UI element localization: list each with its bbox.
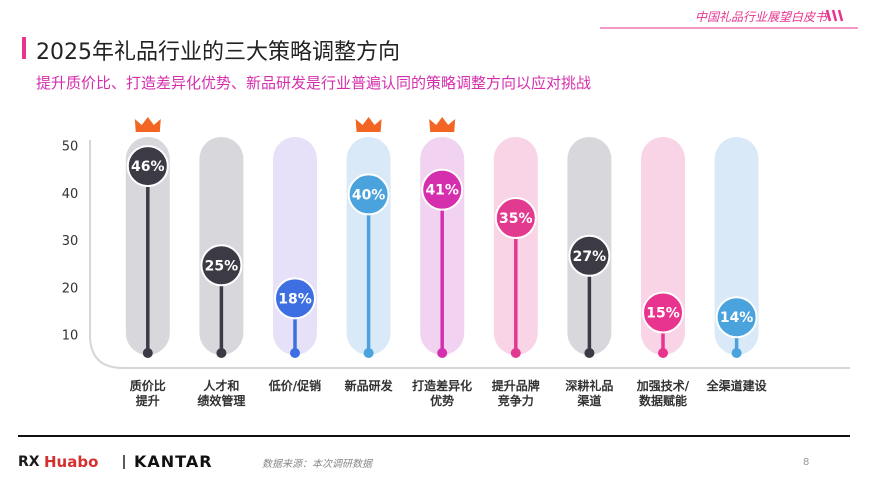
value-label: 27% bbox=[573, 249, 607, 265]
value-dot bbox=[421, 168, 464, 211]
y-tick-label: 20 bbox=[62, 281, 79, 296]
svg-text:RX: RX bbox=[18, 454, 40, 470]
base-dot bbox=[290, 348, 300, 358]
title-accent bbox=[22, 37, 26, 59]
value-label: 18% bbox=[278, 291, 312, 307]
value-dot bbox=[642, 291, 684, 334]
value-dot bbox=[494, 197, 537, 240]
value-dot bbox=[568, 234, 611, 277]
value-label: 35% bbox=[499, 211, 533, 227]
x-tick-label: 低价/促销 bbox=[268, 379, 322, 393]
brand-logo: RX bbox=[18, 454, 40, 470]
x-tick-label: 人才和 绩效管理 bbox=[197, 379, 246, 408]
x-tick-label: 全渠道建设 bbox=[706, 379, 767, 393]
base-dot bbox=[658, 348, 668, 358]
y-tick-label: 40 bbox=[62, 187, 79, 202]
base-dot bbox=[510, 348, 521, 358]
base-dot bbox=[731, 348, 742, 358]
x-tick-label: 提升品牌 竞争力 bbox=[491, 379, 540, 408]
value-label: 15% bbox=[646, 305, 680, 321]
base-dot bbox=[363, 348, 374, 358]
base-dot bbox=[216, 348, 227, 358]
chart-subtitle: 提升质价比、打造差异化优势、新品研发是行业普遍认同的策略调整方向以应对挑战 bbox=[36, 74, 592, 92]
value-dot bbox=[126, 145, 169, 188]
brand-name: Huabo bbox=[44, 453, 99, 471]
x-tick-label: 加强技术/ 数据赋能 bbox=[636, 379, 690, 408]
value-dot bbox=[715, 296, 758, 339]
crown-icon bbox=[429, 117, 456, 132]
data-source: 数据来源：本次调研数据 bbox=[262, 459, 372, 470]
value-label: 25% bbox=[205, 258, 239, 274]
x-tick-label: 质价比 提升 bbox=[129, 379, 166, 408]
value-dot bbox=[274, 277, 316, 320]
x-tick-label: 打造差异化 优势 bbox=[412, 379, 473, 408]
value-dot bbox=[347, 173, 390, 216]
crown-icon bbox=[134, 117, 161, 132]
x-tick-label: 新品研发 bbox=[344, 379, 393, 393]
page-number: 8 bbox=[803, 457, 810, 468]
base-dot bbox=[142, 348, 153, 358]
crown-icon bbox=[355, 117, 382, 132]
y-tick-label: 50 bbox=[62, 140, 79, 155]
value-dot bbox=[200, 244, 243, 287]
x-tick-label: 深耕礼品 渠道 bbox=[565, 379, 614, 408]
header-slashes bbox=[825, 9, 844, 22]
y-tick-label: 10 bbox=[62, 329, 79, 344]
partner-name: KANTAR bbox=[134, 452, 213, 471]
value-label: 46% bbox=[131, 159, 165, 175]
base-dot bbox=[584, 348, 595, 358]
value-label: 40% bbox=[352, 187, 386, 203]
chart-title: 2025年礼品行业的三大策略调整方向 bbox=[36, 40, 400, 65]
report-name: 中国礼品行业展望白皮书 bbox=[694, 10, 827, 24]
axis-curve bbox=[89, 140, 850, 369]
y-tick-label: 30 bbox=[62, 234, 79, 249]
value-label: 14% bbox=[720, 310, 754, 326]
value-label: 41% bbox=[425, 183, 459, 199]
base-dot bbox=[437, 348, 448, 358]
